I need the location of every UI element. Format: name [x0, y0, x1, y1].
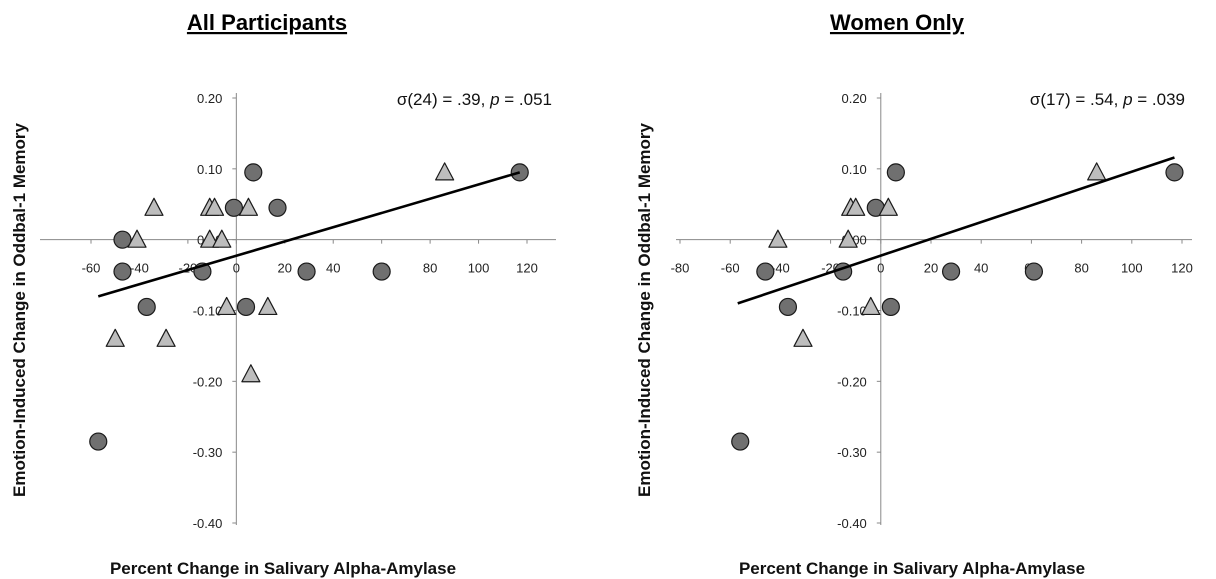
trendline: [737, 156, 1175, 305]
x-tick-label: 80: [1074, 261, 1088, 276]
x-tick-label: -80: [671, 261, 690, 276]
circle-point: [113, 230, 132, 249]
triangle-point: [258, 296, 278, 316]
circle-point: [778, 297, 798, 317]
triangle-point: [793, 328, 813, 347]
x-tick-label: 80: [423, 261, 437, 276]
circle-point: [113, 262, 132, 281]
x-tick-label: -40: [130, 261, 149, 276]
circle-point: [297, 262, 316, 281]
y-tick-label: 0.20: [841, 91, 866, 106]
circle-point: [881, 297, 900, 317]
correlation-annotation: σ(17) = .54, p = .039: [1030, 90, 1185, 109]
x-tick-label: 0: [877, 261, 884, 276]
triangle-point: [156, 328, 176, 347]
trendline: [97, 171, 521, 298]
y-tick-label: 0.20: [197, 91, 222, 106]
x-tick-label: 40: [326, 261, 340, 276]
triangle-point: [200, 229, 220, 248]
triangle-point: [241, 364, 261, 383]
triangle-point: [238, 197, 259, 216]
triangle-point: [127, 229, 147, 248]
data-points: [731, 156, 1184, 451]
triangle-point: [217, 296, 237, 316]
circle-point: [886, 163, 905, 182]
circle-point: [244, 163, 263, 182]
circle-point: [372, 262, 391, 281]
y-axis-label: Emotion-Induced Change in Oddbal-1 Memor…: [635, 122, 654, 497]
circle-point: [941, 262, 961, 281]
triangle-point: [435, 162, 455, 181]
y-axis-label: Emotion-Induced Change in Oddbal-1 Memor…: [10, 122, 29, 497]
x-tick-label: 0: [233, 261, 240, 276]
circle-point: [268, 198, 287, 217]
x-tick-label: 100: [468, 261, 490, 276]
circle-point: [731, 432, 750, 451]
y-tick-label: -0.20: [837, 374, 867, 389]
circle-point: [137, 297, 156, 317]
triangle-point: [878, 197, 898, 216]
y-tick-label: 0.10: [197, 162, 222, 177]
triangle-point: [768, 229, 788, 248]
triangle-point: [838, 229, 858, 248]
circle-point: [89, 432, 108, 451]
y-tick-label: -0.10: [837, 304, 867, 319]
x-axis-label: Percent Change in Salivary Alpha-Amylase: [739, 559, 1085, 578]
y-tick-label: -0.20: [193, 374, 223, 389]
circle-point: [236, 297, 256, 317]
data-points: [89, 162, 529, 451]
y-tick-label: -0.30: [193, 445, 223, 460]
x-tick-label: 120: [516, 261, 538, 276]
x-tick-label: 20: [924, 261, 938, 276]
x-tick-label: 40: [974, 261, 988, 276]
triangle-point: [846, 197, 866, 216]
x-axis-label: Percent Change in Salivary Alpha-Amylase: [110, 559, 456, 578]
correlation-annotation: σ(24) = .39, p = .051: [397, 90, 552, 109]
y-tick-label: -0.40: [837, 516, 867, 531]
chart-panel-all-participants: All Participants σ(24) = .39, p = .051 P…: [10, 10, 556, 578]
x-tick-label: 120: [1171, 261, 1193, 276]
circle-point: [1024, 262, 1044, 281]
circle-point: [1165, 163, 1184, 182]
triangle-point: [1087, 162, 1107, 181]
axes: -60-40-200204060801001200.200.100.00-0.1…: [40, 91, 556, 531]
x-tick-label: -60: [82, 261, 101, 276]
triangle-point: [105, 328, 125, 347]
x-tick-label: -60: [721, 261, 740, 276]
triangle-point: [212, 229, 232, 248]
chart-title: All Participants: [187, 10, 347, 35]
x-tick-label: 100: [1121, 261, 1143, 276]
axes: -80-60-40-200204060801001200.200.100.00-…: [671, 91, 1193, 531]
y-tick-label: 0.10: [841, 162, 866, 177]
x-tick-label: 20: [278, 261, 292, 276]
circle-point: [756, 262, 775, 281]
chart-title: Women Only: [830, 10, 965, 35]
y-tick-label: -0.10: [193, 304, 223, 319]
triangle-point: [861, 296, 881, 316]
x-tick-label: -40: [771, 261, 790, 276]
chart-panel-women-only: Women Only σ(17) = .54, p = .039 Percent…: [635, 10, 1193, 578]
triangle-point: [204, 197, 225, 216]
y-tick-label: -0.40: [193, 516, 223, 531]
circle-point: [224, 198, 244, 217]
triangle-point: [144, 197, 164, 216]
y-tick-label: -0.30: [837, 445, 867, 460]
